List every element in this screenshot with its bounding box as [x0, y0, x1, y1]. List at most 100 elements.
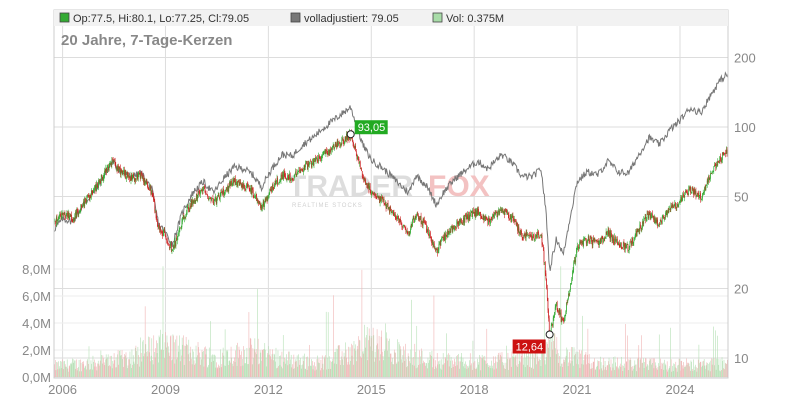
- volume-bar: [633, 365, 635, 377]
- candle-body: [547, 297, 549, 311]
- candle-body: [100, 175, 102, 184]
- candle-body: [154, 201, 156, 212]
- volume-bar: [644, 362, 646, 377]
- candle-body: [368, 183, 370, 190]
- volume-bar: [442, 353, 444, 377]
- candle-body: [207, 196, 209, 199]
- x-tick-label-2006: 2006: [48, 382, 77, 397]
- candle-body: [186, 212, 187, 216]
- volume-bar: [635, 364, 637, 377]
- candle-body: [579, 241, 580, 248]
- volume-bar: [722, 360, 723, 377]
- volume-bar: [351, 343, 352, 377]
- volume-bar: [278, 366, 279, 377]
- volume-bar: [266, 366, 268, 377]
- x-tick-label-2021: 2021: [563, 382, 592, 397]
- volume-bar: [636, 371, 638, 377]
- candle-body: [271, 189, 273, 192]
- candle-body: [367, 183, 369, 189]
- volume-bar: [130, 367, 132, 377]
- candle-body: [696, 195, 697, 197]
- volume-bar: [166, 347, 167, 377]
- volume-bar: [365, 337, 367, 377]
- candle-body: [712, 171, 713, 173]
- volume-bar: [558, 362, 560, 377]
- volume-bar: [218, 365, 220, 377]
- candle-body: [538, 232, 540, 237]
- chart-subtitle: 20 Jahre, 7-Tage-Kerzen: [61, 32, 232, 49]
- candle-body: [580, 241, 582, 244]
- volume-bar: [411, 357, 413, 377]
- volume-bar: [105, 359, 106, 377]
- volume-bar: [135, 345, 137, 377]
- candle-body: [141, 174, 143, 179]
- volume-bar: [339, 360, 341, 377]
- volume-bar: [524, 352, 525, 377]
- candle-body: [602, 238, 604, 243]
- candle-body: [414, 218, 415, 223]
- candle-body: [372, 191, 374, 193]
- candle-body: [191, 200, 193, 205]
- candle-body: [311, 161, 312, 168]
- volume-bar: [617, 357, 618, 377]
- volume-bar: [490, 365, 492, 377]
- volume-bar: [408, 356, 410, 377]
- candle-body: [423, 219, 425, 220]
- candle-body: [562, 320, 564, 321]
- volume-bar: [331, 361, 332, 377]
- volume-bar: [245, 356, 247, 377]
- volume-bar: [186, 344, 188, 377]
- candle-body: [326, 150, 328, 154]
- candle-body: [463, 217, 464, 224]
- volume-bar: [152, 364, 154, 377]
- volume-bar: [329, 356, 330, 377]
- candle-body: [658, 223, 660, 226]
- candle-body: [276, 181, 277, 183]
- volume-bar: [212, 354, 213, 377]
- volume-bar: [508, 358, 510, 377]
- candle-body: [723, 154, 725, 156]
- legend-label-2: volladjustiert: 79.05: [304, 13, 399, 25]
- volume-bar: [366, 326, 368, 377]
- candle-body: [309, 164, 310, 165]
- volume-bar: [131, 349, 133, 377]
- candle-body: [128, 176, 130, 177]
- volume-bar: [686, 364, 688, 377]
- volume-bar: [576, 363, 577, 377]
- volume-bar: [445, 358, 447, 377]
- candle-body: [419, 218, 421, 220]
- candle-body: [515, 222, 517, 225]
- candle-body: [444, 234, 446, 240]
- candle-body: [648, 211, 650, 219]
- volume-bar: [76, 370, 78, 377]
- candle-body: [279, 180, 281, 182]
- candle-body: [629, 241, 631, 247]
- volume-bar: [125, 352, 127, 377]
- volume-bar: [479, 356, 481, 377]
- candle-body: [430, 237, 432, 239]
- volume-bar: [249, 337, 251, 377]
- candle-body: [615, 240, 617, 242]
- candle-body: [381, 196, 382, 202]
- candle-body: [537, 232, 538, 238]
- volume-bar: [627, 370, 629, 377]
- candle-body: [618, 242, 620, 245]
- candle-body: [125, 170, 127, 179]
- candle-body: [397, 216, 399, 218]
- candle-body: [474, 211, 475, 217]
- volume-bar: [423, 362, 425, 377]
- volume-bar: [596, 366, 597, 377]
- candle-body: [61, 212, 62, 219]
- volume-bar: [682, 365, 683, 377]
- candle-body: [721, 160, 723, 162]
- volume-bar: [581, 363, 583, 377]
- volume-bar: [161, 349, 162, 377]
- candle-body: [493, 214, 495, 219]
- volume-bar: [508, 369, 509, 377]
- candle-body: [139, 173, 141, 179]
- volume-bar: [136, 364, 138, 377]
- candle-body: [528, 235, 530, 236]
- volume-bar: [648, 369, 649, 377]
- volume-bar: [416, 325, 418, 377]
- candle-body: [79, 210, 81, 212]
